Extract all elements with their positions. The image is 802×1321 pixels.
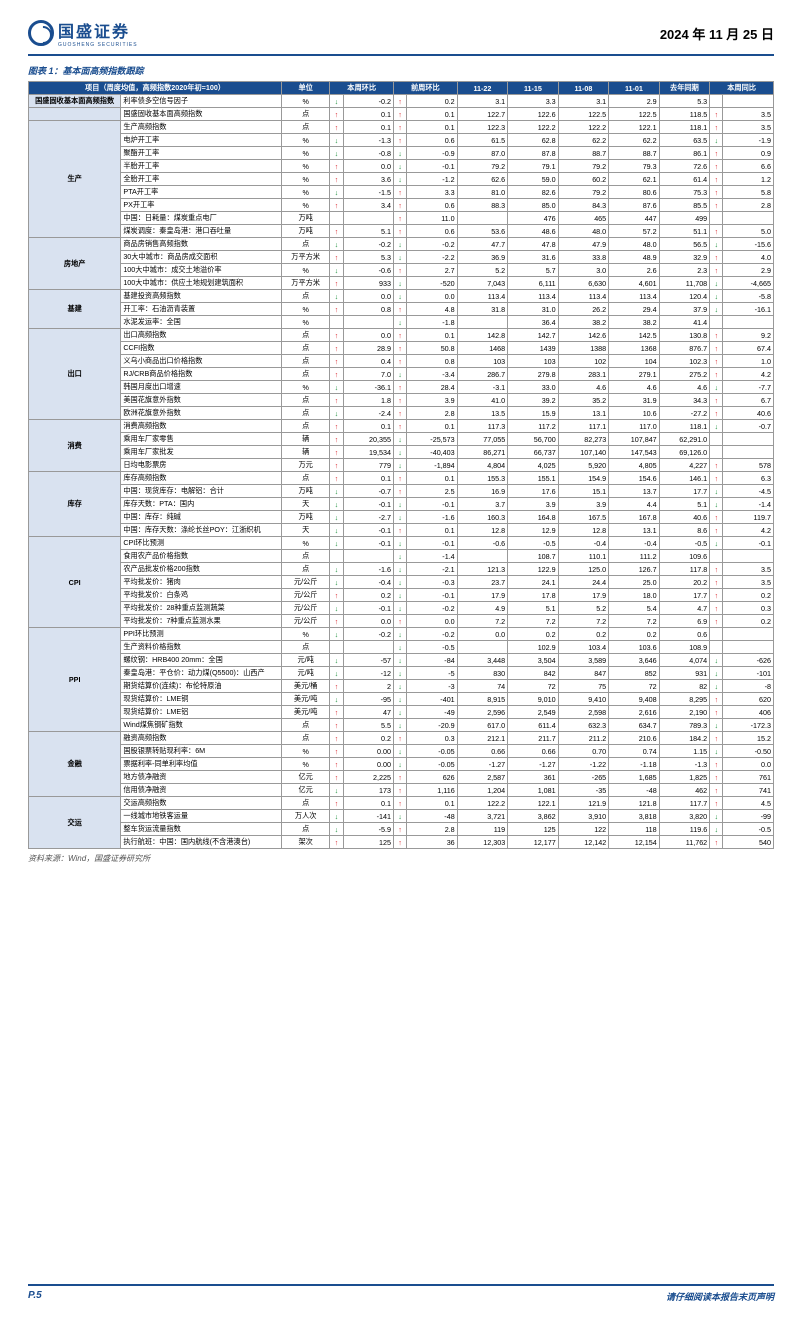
- logo-icon: [28, 20, 54, 46]
- brand-name: 国盛证券: [58, 18, 138, 42]
- data-table: 项目（周度均值，高频指数2020年初=100）单位本周环比前周环比11-2211…: [28, 81, 774, 849]
- disclaimer: 请仔细阅读本报告末页声明: [666, 1290, 774, 1303]
- page-number: P.5: [28, 1290, 42, 1303]
- page-footer: P.5 请仔细阅读本报告末页声明: [28, 1284, 774, 1303]
- figure-title: 图表 1：基本面高频指数跟踪: [28, 64, 774, 77]
- company-logo: 国盛证券 GUOSHENG SECURITIES: [28, 18, 138, 48]
- page-header: 国盛证券 GUOSHENG SECURITIES 2024 年 11 月 25 …: [28, 18, 774, 56]
- report-date: 2024 年 11 月 25 日: [660, 24, 774, 43]
- data-source: 资料来源：Wind，国盛证券研究所: [28, 853, 774, 864]
- brand-subtitle: GUOSHENG SECURITIES: [58, 42, 138, 48]
